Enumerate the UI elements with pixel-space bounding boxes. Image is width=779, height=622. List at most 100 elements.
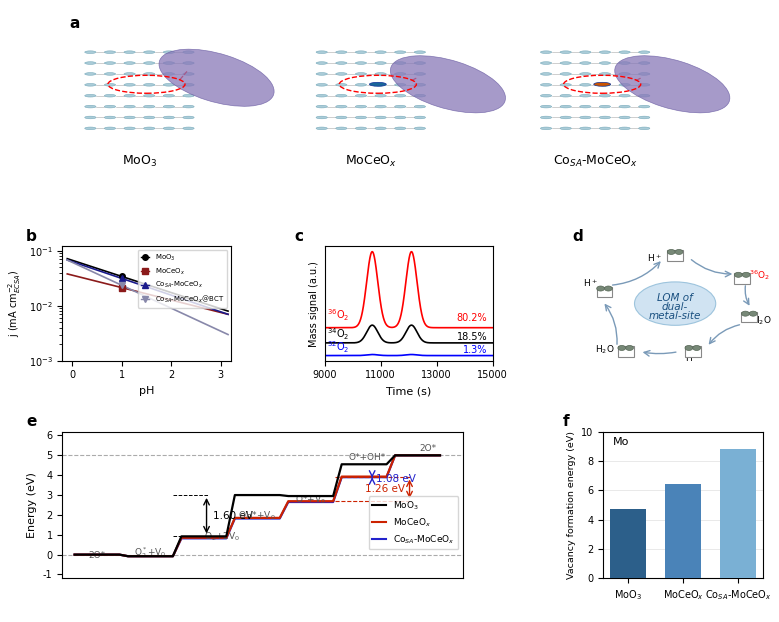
Text: 2O*: 2O* xyxy=(420,444,437,453)
Circle shape xyxy=(143,127,155,129)
Circle shape xyxy=(619,127,630,129)
Circle shape xyxy=(395,95,406,97)
Circle shape xyxy=(104,62,115,64)
Circle shape xyxy=(85,127,96,129)
Circle shape xyxy=(375,95,386,97)
Circle shape xyxy=(375,116,386,119)
Text: $^{36}$O$_2$: $^{36}$O$_2$ xyxy=(749,268,770,282)
Circle shape xyxy=(685,345,693,350)
Circle shape xyxy=(597,286,605,291)
Circle shape xyxy=(414,73,425,75)
Circle shape xyxy=(560,62,571,64)
Circle shape xyxy=(164,95,174,97)
Circle shape xyxy=(395,127,406,129)
Circle shape xyxy=(143,73,155,75)
Circle shape xyxy=(668,249,675,254)
Ellipse shape xyxy=(635,282,716,325)
Text: OH*+V$_0$: OH*+V$_0$ xyxy=(238,509,277,522)
Circle shape xyxy=(183,105,194,108)
Circle shape xyxy=(414,62,425,64)
Circle shape xyxy=(580,51,591,53)
Circle shape xyxy=(124,116,136,119)
Circle shape xyxy=(395,83,406,86)
Circle shape xyxy=(316,127,327,129)
Text: 1.3%: 1.3% xyxy=(463,345,487,355)
Circle shape xyxy=(104,73,115,75)
Circle shape xyxy=(639,83,650,86)
Circle shape xyxy=(742,311,749,316)
Circle shape xyxy=(599,51,611,53)
Circle shape xyxy=(541,83,552,86)
Circle shape xyxy=(143,116,155,119)
Circle shape xyxy=(355,83,367,86)
Text: 18.5%: 18.5% xyxy=(456,332,487,342)
Bar xyxy=(721,449,756,578)
Circle shape xyxy=(104,95,115,97)
Text: $^{34}$O$_2$: $^{34}$O$_2$ xyxy=(327,327,350,342)
Circle shape xyxy=(375,127,386,129)
Circle shape xyxy=(104,51,115,53)
Circle shape xyxy=(164,83,174,86)
Y-axis label: Mass signal (a.u.): Mass signal (a.u.) xyxy=(309,261,319,346)
Text: 80.2%: 80.2% xyxy=(456,313,487,323)
Circle shape xyxy=(749,311,757,316)
Circle shape xyxy=(619,105,630,108)
Circle shape xyxy=(541,105,552,108)
Text: metal-site: metal-site xyxy=(649,311,701,321)
Circle shape xyxy=(560,83,571,86)
Circle shape xyxy=(355,127,367,129)
Circle shape xyxy=(124,51,136,53)
Circle shape xyxy=(599,127,611,129)
Circle shape xyxy=(560,51,571,53)
Text: MoCeO$_x$: MoCeO$_x$ xyxy=(345,154,397,169)
Circle shape xyxy=(183,51,194,53)
Circle shape xyxy=(183,62,194,64)
Circle shape xyxy=(316,51,327,53)
Circle shape xyxy=(375,51,386,53)
Circle shape xyxy=(580,127,591,129)
Circle shape xyxy=(599,116,611,119)
Circle shape xyxy=(104,127,115,129)
Y-axis label: j (mA cm$^{-2}_{ECSA}$): j (mA cm$^{-2}_{ECSA}$) xyxy=(6,270,23,337)
Circle shape xyxy=(560,105,571,108)
Circle shape xyxy=(599,73,611,75)
Circle shape xyxy=(124,127,136,129)
Circle shape xyxy=(355,73,367,75)
Circle shape xyxy=(355,95,367,97)
Circle shape xyxy=(541,95,552,97)
Circle shape xyxy=(639,62,650,64)
Text: O$_2$+2V$_0$: O$_2$+2V$_0$ xyxy=(204,530,241,543)
Circle shape xyxy=(414,127,425,129)
Circle shape xyxy=(316,83,327,86)
Circle shape xyxy=(316,116,327,119)
Circle shape xyxy=(164,116,174,119)
Circle shape xyxy=(599,62,611,64)
Circle shape xyxy=(619,73,630,75)
Text: H$_2$O: H$_2$O xyxy=(752,315,771,327)
Circle shape xyxy=(355,51,367,53)
Text: 1.08 eV: 1.08 eV xyxy=(376,474,416,484)
Circle shape xyxy=(414,116,425,119)
Circle shape xyxy=(395,51,406,53)
Text: dual-: dual- xyxy=(662,302,688,312)
Circle shape xyxy=(316,105,327,108)
Circle shape xyxy=(541,116,552,119)
Text: a: a xyxy=(69,16,79,30)
Circle shape xyxy=(395,105,406,108)
Text: e: e xyxy=(26,414,37,429)
Circle shape xyxy=(580,83,591,86)
Text: MoO$_3$: MoO$_3$ xyxy=(122,154,157,169)
Circle shape xyxy=(124,73,136,75)
Circle shape xyxy=(375,62,386,64)
Circle shape xyxy=(639,73,650,75)
Circle shape xyxy=(143,95,155,97)
Circle shape xyxy=(85,116,96,119)
Text: O*+OH*: O*+OH* xyxy=(348,453,386,462)
Circle shape xyxy=(85,62,96,64)
Circle shape xyxy=(336,116,347,119)
Text: $^{32}$O$_2$: $^{32}$O$_2$ xyxy=(327,340,350,355)
Circle shape xyxy=(541,62,552,64)
Circle shape xyxy=(164,73,174,75)
Circle shape xyxy=(626,345,633,350)
Circle shape xyxy=(183,95,194,97)
